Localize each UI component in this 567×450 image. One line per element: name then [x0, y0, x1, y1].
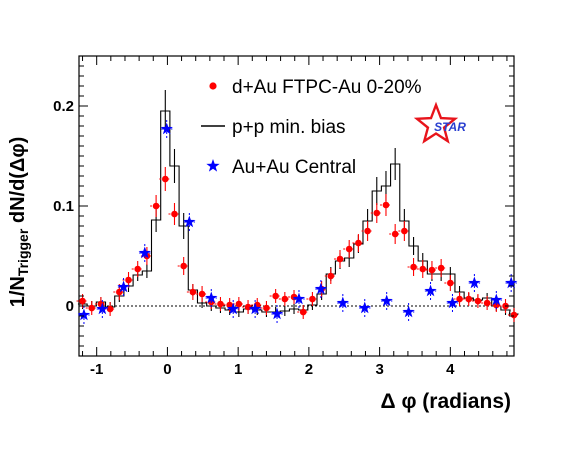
auau-point [468, 276, 481, 289]
dau-point [336, 255, 344, 263]
dau-point [152, 202, 160, 210]
legend-label-auau: Au+Au Central [232, 157, 356, 178]
dau-point [364, 227, 371, 235]
x-tick-label: 4 [446, 361, 455, 378]
auau-point [117, 280, 130, 293]
dau-point [373, 209, 381, 217]
dau-point [410, 263, 417, 271]
star-logo-icon [413, 101, 459, 144]
dau-point [226, 301, 233, 309]
dau-point [456, 295, 463, 303]
dau-point [88, 304, 96, 312]
dau-point [263, 304, 270, 312]
auau-point [270, 307, 284, 320]
dau-point [483, 299, 491, 307]
dau-point [125, 276, 132, 284]
star-logo: STAR [413, 101, 466, 144]
dau-point [447, 279, 454, 287]
dau-point [281, 295, 289, 303]
auau-point [96, 302, 109, 315]
dau-point [345, 245, 353, 253]
series-auau [77, 120, 518, 324]
y-axis-title-main: 1/N [7, 276, 29, 307]
y-axis-title-tail: dN/d(Δφ) [7, 137, 29, 229]
y-tick-label: 0 [66, 298, 74, 315]
auau-point [292, 292, 306, 305]
dau-point [217, 300, 224, 308]
dau-point [510, 311, 518, 319]
dau-point [106, 305, 114, 313]
x-axis-title: Δ φ (radians) [381, 390, 511, 413]
dau-point [189, 288, 197, 296]
dau-point [161, 175, 169, 183]
y-axis-title: 1/NTrigger dN/d(Δφ) [7, 137, 31, 308]
x-tick-label: -1 [90, 361, 103, 378]
dau-point [428, 266, 436, 274]
auau-point [358, 301, 371, 314]
auau-point [490, 293, 503, 306]
dau-point [198, 290, 206, 298]
auau-point [248, 302, 262, 315]
dau-point [382, 201, 390, 209]
legend-marker-dau [209, 82, 217, 90]
dau-point [272, 292, 279, 300]
dau-point [79, 297, 86, 305]
auau-point [183, 215, 196, 228]
dau-point [391, 230, 399, 238]
dau-point [235, 300, 243, 308]
legend-label-pp: p+p min. bias [232, 117, 346, 138]
auau-point [424, 284, 437, 297]
dau-point [465, 295, 473, 303]
legend-marker-auau [206, 159, 220, 172]
auau-point [160, 122, 173, 135]
auau-point [446, 296, 459, 309]
x-tick-label: 1 [234, 361, 242, 378]
dau-point [419, 265, 427, 273]
x-tick-label: 3 [375, 361, 383, 378]
auau-point [380, 294, 393, 307]
dau-point [327, 272, 335, 280]
auau-point [77, 308, 91, 321]
dau-point [180, 262, 187, 270]
dau-point [437, 264, 445, 272]
dau-point [299, 308, 307, 316]
x-tick-label: 2 [305, 361, 313, 378]
auau-point [402, 305, 415, 318]
legend-label-dau: d+Au FTPC-Au 0-20% [232, 77, 422, 98]
star-logo-text: STAR [434, 120, 466, 134]
y-tick-label: 0.2 [53, 98, 74, 115]
y-axis-title-subscript: Trigger [15, 228, 31, 276]
plot-border [78, 55, 515, 357]
auau-point [314, 282, 328, 295]
plot-frame [78, 55, 515, 357]
data-series [76, 90, 520, 324]
legend: d+Au FTPC-Au 0-20% p+p min. bias Au+Au C… [201, 77, 422, 178]
auau-point [138, 246, 151, 259]
auau-point [336, 296, 350, 309]
auau-point [504, 276, 518, 289]
y-tick-label: 0.1 [53, 198, 74, 215]
x-tick-label: 0 [163, 361, 171, 378]
auau-point [227, 302, 240, 315]
dau-point [401, 227, 408, 235]
dau-point [309, 295, 316, 303]
auau-point [205, 291, 218, 304]
dau-point [355, 239, 362, 247]
dau-point [134, 265, 142, 273]
dau-point [474, 297, 482, 305]
dau-point [171, 210, 178, 218]
pp-histogram [77, 110, 519, 315]
axes: -1 0 1 2 3 4 0 0.1 0.2 [53, 56, 514, 378]
